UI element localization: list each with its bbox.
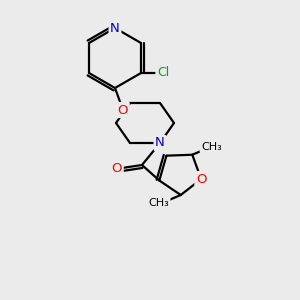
Text: N: N xyxy=(110,22,120,34)
Text: O: O xyxy=(118,103,128,116)
Text: N: N xyxy=(155,136,165,149)
Text: O: O xyxy=(196,172,206,186)
Text: CH₃: CH₃ xyxy=(148,198,169,208)
Text: O: O xyxy=(112,161,122,175)
Text: Cl: Cl xyxy=(157,67,169,80)
Text: CH₃: CH₃ xyxy=(201,142,222,152)
